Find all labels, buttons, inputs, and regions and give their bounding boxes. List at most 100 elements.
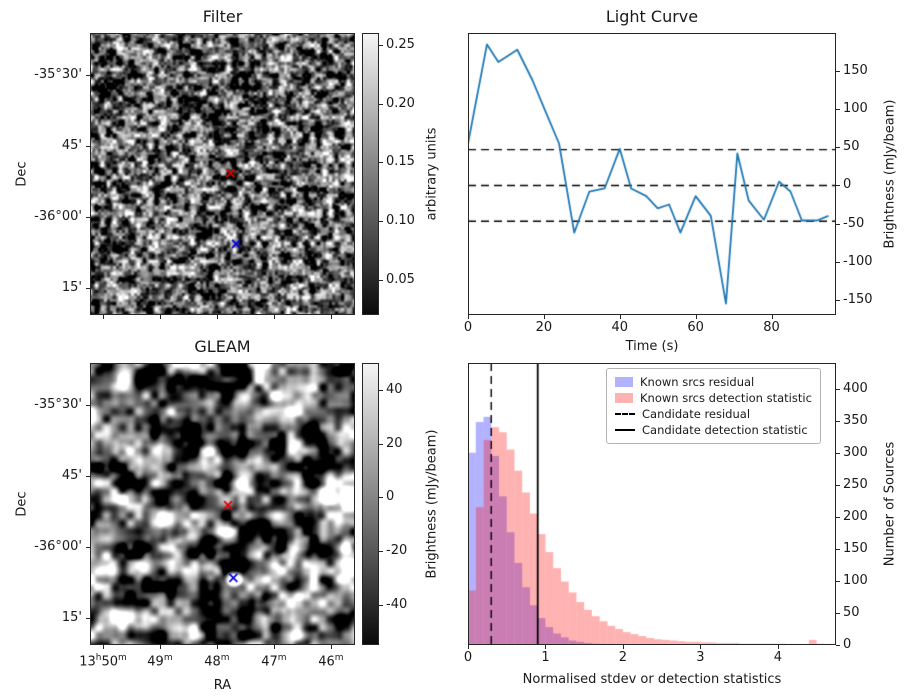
hist-xtick xyxy=(545,645,546,649)
filter-xtick xyxy=(160,315,161,319)
legend-item-candidate-detection: Candidate detection statistic xyxy=(615,422,812,438)
legend-patch-known-detection xyxy=(615,393,633,403)
filter-map-image xyxy=(90,33,355,315)
hist-xtick-label: 0 xyxy=(463,650,473,665)
hist-ytick xyxy=(836,645,840,646)
cbar-filter-tick xyxy=(379,280,383,281)
filter-ytick xyxy=(86,288,90,289)
cbar-gleam-tick xyxy=(379,444,383,445)
gleam-ytick-label: 15' xyxy=(61,610,82,626)
cbar-filter-tick-label: 0.10 xyxy=(386,213,415,228)
lc-xtick xyxy=(620,315,621,319)
lc-ytick xyxy=(836,262,840,263)
cbar-gleam-tick-label: 20 xyxy=(386,435,403,451)
filter-xtick xyxy=(217,315,218,319)
light-curve-xlabel: Time (s) xyxy=(625,339,679,354)
hist-ytick-label: 350 xyxy=(843,412,868,428)
lc-ytick-label: -50 xyxy=(843,215,865,231)
cbar-gleam-tick-label: -40 xyxy=(386,596,408,612)
lc-ytick xyxy=(836,109,840,110)
filter-ylabel: Dec xyxy=(14,161,30,187)
lc-ytick xyxy=(836,147,840,148)
filter-xtick xyxy=(103,315,104,319)
legend-dashed-line-sample xyxy=(615,413,635,415)
cbar-gleam-tick xyxy=(379,497,383,498)
gleam-colorbar xyxy=(362,363,379,645)
light-curve-ylabel: Brightness (mJy/beam) xyxy=(882,99,898,249)
filter-colorbar-label: arbitrary units xyxy=(424,127,440,221)
hist-xtick-label: 4 xyxy=(773,650,783,665)
hist-xtick-label: 1 xyxy=(541,650,550,665)
cbar-filter-tick-label: 0.05 xyxy=(386,271,415,287)
hist-ytick-label: 0 xyxy=(843,637,852,652)
histogram-ylabel: Number of Sources xyxy=(882,441,898,567)
hist-ytick-label: 300 xyxy=(843,444,868,460)
legend-item-candidate-residual: Candidate residual xyxy=(615,406,812,422)
cbar-filter-tick-label: 0.25 xyxy=(386,36,415,52)
legend-label: Candidate detection statistic xyxy=(642,423,808,437)
hist-ytick xyxy=(836,453,840,454)
cbar-filter-tick-label: 0.20 xyxy=(386,95,415,111)
legend-item-known-residual: Known srcs residual xyxy=(615,374,812,390)
hist-ytick-label: 50 xyxy=(843,604,860,620)
gleam-xtick-label: 13h50m xyxy=(79,653,127,670)
gleam-xtick xyxy=(103,645,104,649)
histogram-legend: Known srcs residual Known srcs detection… xyxy=(606,368,821,444)
legend-solid-line-sample xyxy=(615,429,635,431)
filter-xtick xyxy=(274,315,275,319)
gleam-xtick-label: 49m xyxy=(147,653,173,670)
filter-colorbar xyxy=(362,33,379,315)
hist-xtick xyxy=(700,645,701,649)
cbar-filter-tick-label: 0.15 xyxy=(386,154,415,170)
hist-ytick xyxy=(836,389,840,390)
gleam-xlabel: RA xyxy=(213,678,232,693)
hist-ytick xyxy=(836,485,840,486)
hist-xtick xyxy=(623,645,624,649)
gleam-xtick-label: 46m xyxy=(318,653,344,670)
lc-ytick-label: 100 xyxy=(843,101,868,117)
gleam-map-image xyxy=(90,363,355,645)
gleam-ytick xyxy=(86,547,90,548)
light-curve-plot xyxy=(468,33,836,315)
gleam-xtick xyxy=(331,645,332,649)
lc-xtick-label: 0 xyxy=(463,320,473,335)
hist-xtick-label: 3 xyxy=(696,650,705,665)
gleam-ytick xyxy=(86,405,90,406)
cbar-filter-tick xyxy=(379,221,383,222)
legend-label: Known srcs residual xyxy=(640,375,755,389)
hist-ytick-label: 100 xyxy=(843,572,868,588)
hist-ytick-label: 400 xyxy=(843,380,868,396)
cbar-gleam-tick xyxy=(379,551,383,552)
cbar-gleam-tick xyxy=(379,390,383,391)
lc-xtick-label: 40 xyxy=(611,320,629,335)
hist-ytick xyxy=(836,421,840,422)
lc-xtick xyxy=(544,315,545,319)
gleam-ytick-label: -36°00' xyxy=(34,539,82,555)
lc-ytick-label: 150 xyxy=(843,63,868,79)
gleam-xtick xyxy=(160,645,161,649)
gleam-xtick-label: 48m xyxy=(204,653,230,670)
gleam-ytick-label: -35°30' xyxy=(34,397,82,413)
legend-item-known-detection: Known srcs detection statistic xyxy=(615,390,812,406)
hist-xtick xyxy=(468,645,469,649)
gleam-title: GLEAM xyxy=(194,337,251,356)
hist-ytick xyxy=(836,517,840,518)
lc-ytick-label: -100 xyxy=(843,253,873,269)
filter-ytick-label: -36°00' xyxy=(34,209,82,225)
lc-xtick-label: 60 xyxy=(687,320,704,335)
lc-xtick-label: 20 xyxy=(535,320,553,335)
cbar-gleam-tick xyxy=(379,605,383,606)
lc-ytick xyxy=(836,185,840,186)
filter-ytick-label: 45' xyxy=(61,138,82,154)
legend-label: Candidate residual xyxy=(642,407,751,421)
gleam-xtick xyxy=(274,645,275,649)
lc-xtick xyxy=(696,315,697,319)
gleam-ytick xyxy=(86,618,90,619)
lc-xtick-label: 80 xyxy=(763,320,780,335)
hist-ytick-label: 150 xyxy=(843,540,868,556)
hist-ytick-label: 200 xyxy=(843,508,868,524)
gleam-ytick xyxy=(86,476,90,477)
gleam-ytick-label: 45' xyxy=(61,468,82,484)
hist-ytick xyxy=(836,581,840,582)
